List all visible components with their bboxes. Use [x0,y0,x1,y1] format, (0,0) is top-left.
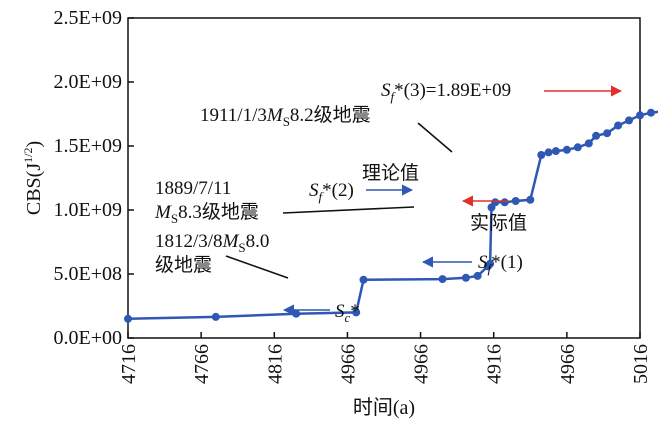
y-tick-label: 1.0E+09 [54,199,123,221]
label-1812-line2: 级地震 [155,254,212,276]
data-point [592,131,601,140]
y-axis-ticks: 0.0E+00 5.0E+08 1.0E+09 1.5E+09 2.0E+09 2.5E+… [54,7,134,349]
x-tick-label: 4966 [557,344,579,384]
data-point [352,308,361,317]
data-point [526,195,535,204]
data-point [562,145,571,154]
x-tick-label: 4966 [337,344,359,384]
label-1812-line1: 1812/3/8MS8.0 [155,231,269,255]
data-point [211,312,220,321]
data-point [292,309,301,318]
label-sc: Sc* [335,301,360,325]
data-point [603,129,612,138]
y-tick-label: 1.5E+09 [54,135,123,157]
data-point [544,148,553,157]
data-point [486,259,495,268]
data-point [124,314,132,323]
x-tick-label: 5016 [630,344,652,384]
data-point [438,275,447,284]
data-point [461,273,470,282]
x-axis-ticks: 4716 4766 4816 4966 4966 4916 4966 5016 [118,332,652,384]
data-point [491,198,500,207]
data-point [614,121,623,130]
data-point [500,198,509,207]
leader-1812 [225,255,289,279]
leader-1889 [282,206,415,214]
label-sf3: Sf*(3)=1.89E+09 [381,80,511,104]
y-tick-label: 2.0E+09 [54,71,123,93]
label-1889-line2: MS8.3级地震 [154,201,259,226]
x-tick-label: 4816 [264,344,286,384]
x-tick-label: 4966 [411,344,433,384]
label-actual: 实际值 [470,212,527,234]
leader-1911 [417,122,453,153]
data-point [625,116,633,125]
data-point [551,147,560,156]
data-point [573,143,582,152]
data-point [473,271,482,280]
data-point [511,197,520,205]
x-tick-label: 4716 [118,344,140,384]
y-tick-label: 2.5E+09 [54,7,123,29]
plot-area [127,17,641,339]
x-tick-label: 4766 [191,344,213,384]
label-sf2: Sf*(2) [309,180,354,204]
series-points [124,108,658,323]
data-point [359,275,368,284]
data-point [584,139,593,148]
x-tick-label: 4916 [484,344,506,384]
label-1911: 1911/1/3MS8.2级地震 [200,104,371,129]
data-point [537,151,546,159]
x-axis-title: 时间(a) [353,396,415,419]
y-tick-label: 0.0E+00 [54,327,123,349]
label-sf1: Sf*(1) [478,252,523,276]
label-1889-line1: 1889/7/11 [155,178,231,199]
data-point [647,108,655,117]
data-point [636,111,644,120]
y-axis-title: CBS(J1/2) [21,141,45,215]
y-tick-label: 5.0E+08 [54,263,123,285]
label-theory: 理论值 [362,162,419,184]
